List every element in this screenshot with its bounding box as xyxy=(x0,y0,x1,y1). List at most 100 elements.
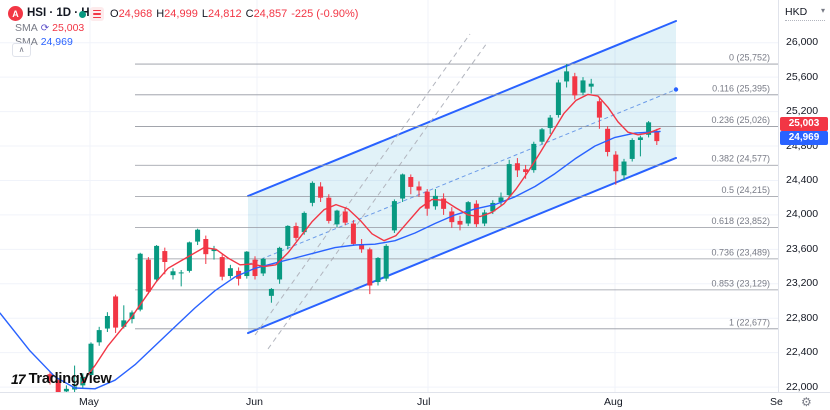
candle-body xyxy=(498,197,504,202)
candle-body xyxy=(391,201,397,231)
high-value: 24,999 xyxy=(164,8,198,20)
candle-body xyxy=(539,129,545,142)
candle-body xyxy=(637,137,643,140)
legend-menu-icon[interactable] xyxy=(90,7,104,21)
currency-button[interactable]: HKD ▾ xyxy=(785,6,825,21)
candle-body xyxy=(145,259,151,292)
fib-level-label: 0.382 (24,577) xyxy=(711,154,770,164)
candle-body xyxy=(441,198,447,209)
price-tick-label: 24,000 xyxy=(786,208,819,221)
sma-fast-line[interactable] xyxy=(81,93,661,384)
time-tick-label: Jun xyxy=(246,396,263,408)
fib-level-label: 0.116 (25,395) xyxy=(712,83,770,93)
price-tick-label: 25,200 xyxy=(786,105,819,118)
candle-body xyxy=(473,203,479,225)
candle-body xyxy=(309,182,315,203)
close-label: C xyxy=(245,8,254,20)
time-tick-label: Se xyxy=(770,396,783,408)
open-value: 24,968 xyxy=(118,8,153,20)
candle-body xyxy=(432,195,438,207)
time-tick-label: Jul xyxy=(417,396,431,408)
candle-body xyxy=(162,251,168,262)
candle-body xyxy=(531,143,537,171)
channel-lower-line[interactable] xyxy=(247,156,677,335)
price-tick-label: 23,600 xyxy=(786,242,819,255)
candle-body xyxy=(55,380,61,395)
candle-body xyxy=(596,101,602,118)
channel-midline[interactable] xyxy=(247,89,677,265)
ohlc-readout: O24,968 H24,999 L24,812 C24,857 -225 (-0.90%… xyxy=(110,8,362,20)
fib-level-label: 0.5 (24,215) xyxy=(721,185,770,195)
candle-body xyxy=(104,315,110,329)
candle-body xyxy=(400,174,406,199)
candle-body xyxy=(383,245,389,279)
price-tick-label: 24,400 xyxy=(786,173,819,186)
price-tick-label: 26,000 xyxy=(786,36,819,49)
candle-body xyxy=(154,245,160,280)
price-tick-label: 25,600 xyxy=(786,70,819,83)
candle-body xyxy=(195,229,201,242)
candle-body xyxy=(350,223,356,244)
candle-body xyxy=(457,220,463,225)
fib-level-label: 0.736 (23,489) xyxy=(711,247,770,257)
candle-body xyxy=(137,253,143,310)
low-value: 24,812 xyxy=(207,8,242,20)
candle-body xyxy=(424,191,430,209)
sma-slow-value: 24,969 xyxy=(40,36,73,48)
sma-fast-price-tag: 25,003 xyxy=(780,117,828,131)
gear-icon[interactable]: ⚙ xyxy=(801,395,812,409)
tradingview-logo[interactable]: 17 TradingView xyxy=(11,371,112,387)
candle-body xyxy=(465,202,471,224)
candle-body xyxy=(564,71,570,82)
candle-body xyxy=(334,210,340,225)
time-tick-label: May xyxy=(79,396,99,408)
price-tick-label: 23,200 xyxy=(786,277,819,290)
sma-slow-line[interactable] xyxy=(0,130,661,390)
indicator-row-sma-fast[interactable]: SMA ⟳ 25,003 xyxy=(15,22,84,34)
time-axis[interactable]: May Jun Jul Aug Se ⚙ xyxy=(0,392,830,410)
candle-body xyxy=(547,117,553,128)
sma-fast-label: SMA xyxy=(15,22,38,34)
channel-upper-line[interactable] xyxy=(247,20,677,198)
candle-body xyxy=(203,239,209,255)
channel-midline-endpoint[interactable] xyxy=(673,87,679,92)
candle-body xyxy=(227,268,233,277)
candle-body xyxy=(178,272,184,274)
indicator-loading-icon: ⟳ xyxy=(40,23,50,34)
candle-body xyxy=(47,374,53,381)
candle-body xyxy=(268,288,274,296)
symbol-logo-icon: A xyxy=(8,6,23,21)
fib-level-label: 0.236 (25,026) xyxy=(711,115,770,125)
price-tick-label: 22,800 xyxy=(786,311,819,324)
price-tick-label: 22,000 xyxy=(786,380,819,393)
candle-body xyxy=(285,225,291,246)
fib-level-label: 0 (25,752) xyxy=(729,53,770,63)
candle-body xyxy=(293,226,299,238)
close-value: 24,857 xyxy=(253,8,288,20)
time-tick-label: Aug xyxy=(604,396,623,408)
candle-body xyxy=(375,257,381,283)
candle-body xyxy=(88,343,94,376)
change-value: -225 (-0.90%) xyxy=(291,8,359,20)
candle-body xyxy=(506,164,512,196)
tradingview-logo-text: TradingView xyxy=(28,371,112,387)
market-status-dot-icon xyxy=(79,11,86,18)
candle-body xyxy=(646,122,652,135)
candle-body xyxy=(490,202,496,212)
candle-body xyxy=(621,161,627,176)
candle-body xyxy=(555,82,561,116)
chevron-down-icon: ▾ xyxy=(820,6,825,15)
candle-body xyxy=(613,154,619,172)
dashed-trendline[interactable] xyxy=(254,33,471,336)
fib-level-label: 0.853 (23,129) xyxy=(711,278,770,288)
candle-body xyxy=(211,249,217,252)
candle-body xyxy=(96,330,102,343)
candle-body xyxy=(301,212,307,233)
price-axis[interactable]: HKD ▾ 26,000 25,600 25,200 24,800 24,400 24,0… xyxy=(778,0,830,393)
collapse-legend-button[interactable]: ∧ xyxy=(12,43,31,57)
sma-fast-value: 25,003 xyxy=(52,22,85,34)
sma-slow-price-tag: 24,969 xyxy=(780,131,828,145)
candle-body xyxy=(170,271,176,276)
